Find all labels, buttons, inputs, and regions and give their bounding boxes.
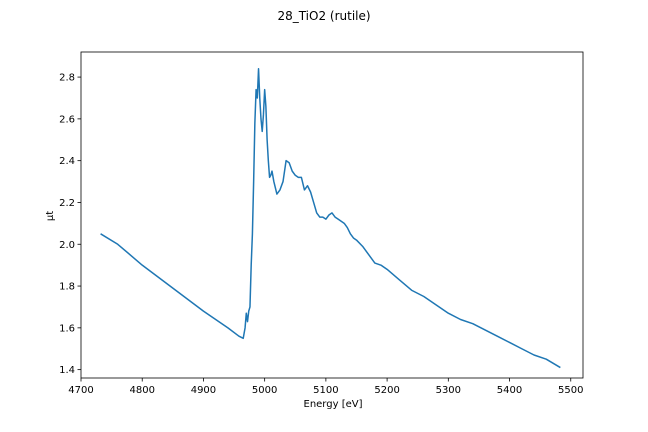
y-axis-ticks: 1.4 1.6 1.8 2.0 2.2 2.4 2.6 2.8 bbox=[59, 73, 81, 376]
plot-frame bbox=[80, 51, 584, 379]
y-tick-label: 2.2 bbox=[59, 198, 75, 209]
x-tick-label: 4700 bbox=[68, 385, 93, 396]
plot-area: 4700 4800 4900 5000 5100 5200 5300 5400 5500 1.4… bbox=[59, 51, 584, 396]
x-tick-label: 5000 bbox=[252, 385, 277, 396]
y-tick-label: 2.8 bbox=[59, 73, 75, 84]
x-tick-label: 5200 bbox=[374, 385, 399, 396]
y-axis-label: μt bbox=[45, 211, 56, 221]
series-line bbox=[100, 67, 561, 369]
x-tick-label: 4800 bbox=[129, 385, 154, 396]
y-tick-label: 2.4 bbox=[59, 156, 75, 167]
x-tick-label: 5300 bbox=[436, 385, 461, 396]
y-tick-label: 1.4 bbox=[59, 365, 75, 376]
x-tick-label: 5100 bbox=[313, 385, 338, 396]
y-tick-label: 2.6 bbox=[59, 114, 75, 125]
x-tick-label: 5500 bbox=[558, 385, 583, 396]
y-tick-label: 2.0 bbox=[59, 240, 75, 251]
x-tick-label: 5400 bbox=[497, 385, 522, 396]
chart-title: 28_TiO2 (rutile) bbox=[277, 9, 370, 23]
y-tick-label: 1.6 bbox=[59, 323, 75, 334]
x-axis-label: Energy [eV] bbox=[304, 399, 363, 410]
x-tick-label: 4900 bbox=[191, 385, 216, 396]
y-tick-label: 1.8 bbox=[59, 282, 75, 293]
x-axis-ticks: 4700 4800 4900 5000 5100 5200 5300 5400 5500 bbox=[68, 378, 583, 396]
